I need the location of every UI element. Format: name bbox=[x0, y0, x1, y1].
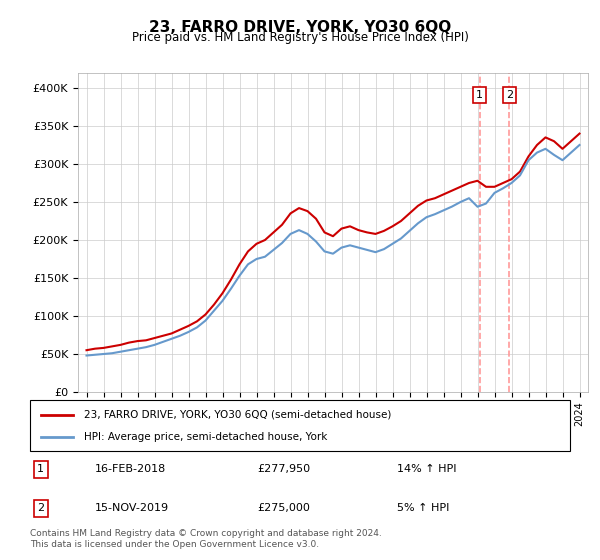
Text: 1: 1 bbox=[37, 464, 44, 474]
Text: 2: 2 bbox=[37, 503, 44, 514]
Text: Contains HM Land Registry data © Crown copyright and database right 2024.
This d: Contains HM Land Registry data © Crown c… bbox=[30, 529, 382, 549]
Text: £277,950: £277,950 bbox=[257, 464, 310, 474]
Text: 16-FEB-2018: 16-FEB-2018 bbox=[95, 464, 166, 474]
Text: 5% ↑ HPI: 5% ↑ HPI bbox=[397, 503, 449, 514]
Text: Price paid vs. HM Land Registry's House Price Index (HPI): Price paid vs. HM Land Registry's House … bbox=[131, 31, 469, 44]
Text: £275,000: £275,000 bbox=[257, 503, 310, 514]
Text: 15-NOV-2019: 15-NOV-2019 bbox=[95, 503, 169, 514]
Text: 23, FARRO DRIVE, YORK, YO30 6QQ: 23, FARRO DRIVE, YORK, YO30 6QQ bbox=[149, 20, 451, 35]
Text: 23, FARRO DRIVE, YORK, YO30 6QQ (semi-detached house): 23, FARRO DRIVE, YORK, YO30 6QQ (semi-de… bbox=[84, 409, 391, 419]
Text: 14% ↑ HPI: 14% ↑ HPI bbox=[397, 464, 457, 474]
FancyBboxPatch shape bbox=[30, 400, 570, 451]
Text: 1: 1 bbox=[476, 90, 483, 100]
Text: HPI: Average price, semi-detached house, York: HPI: Average price, semi-detached house,… bbox=[84, 432, 328, 442]
Text: 2: 2 bbox=[506, 90, 513, 100]
